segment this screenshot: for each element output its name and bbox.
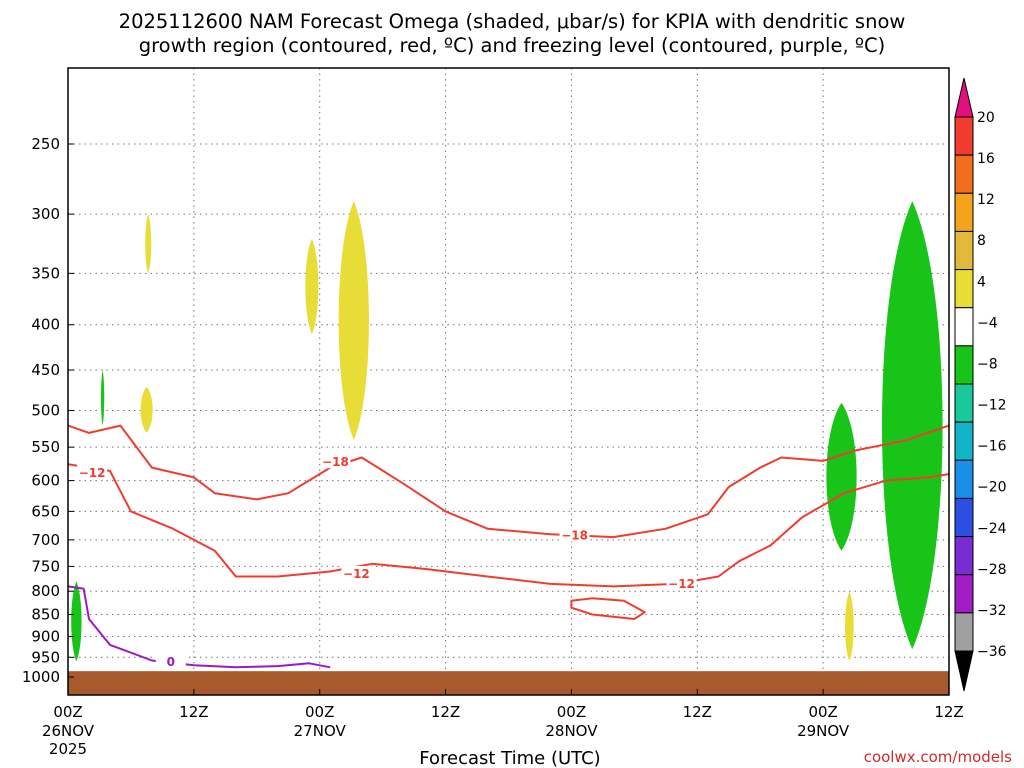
colorbar-label: 4 bbox=[977, 274, 986, 290]
colorbar-bin bbox=[954, 383, 974, 423]
colorbar-label: −4 bbox=[977, 315, 998, 331]
contour-label-bg bbox=[77, 464, 108, 479]
colorbar-label: 16 bbox=[977, 151, 995, 167]
y-tick-label: 300 bbox=[31, 205, 60, 223]
contour-label-bg bbox=[341, 566, 372, 581]
colorbar: 20 16 12 8 4 −4 −8 −12 −16 −20 −24 −28 −32 −36 bbox=[954, 77, 1007, 692]
terrain-rect bbox=[68, 671, 949, 695]
colorbar-cap-top bbox=[954, 77, 974, 118]
y-tick-label: 850 bbox=[31, 606, 60, 624]
omega-shade-region bbox=[882, 201, 943, 650]
y-tick-label: 600 bbox=[31, 472, 60, 490]
y-tick-label: 350 bbox=[31, 264, 60, 282]
colorbar-label: 20 bbox=[977, 110, 995, 126]
x-tick-label: 12Z bbox=[431, 703, 460, 721]
contour-line bbox=[570, 597, 646, 620]
colorbar-label: −28 bbox=[977, 562, 1007, 578]
colorbar-label: −20 bbox=[977, 480, 1007, 496]
contour-labels: −18 −18 −12 −12 −12 0 bbox=[77, 454, 697, 669]
y-tick-label: 900 bbox=[31, 627, 60, 645]
omega-shade-region bbox=[845, 591, 854, 662]
contour-label: −18 bbox=[322, 455, 349, 469]
colorbar-label: −8 bbox=[977, 356, 998, 372]
omega-shade-region bbox=[140, 386, 153, 433]
contour-label-bg bbox=[155, 654, 186, 669]
colorbar-bin bbox=[954, 192, 974, 232]
colorbar-bin bbox=[954, 345, 974, 385]
omega-shade-region bbox=[100, 369, 105, 426]
colorbar-bin bbox=[954, 154, 974, 194]
contour-label-bg bbox=[559, 527, 590, 542]
title-line-2: growth region (contoured, red, ºC) and f… bbox=[139, 34, 886, 57]
contour-line bbox=[67, 463, 950, 588]
omega-shade-region bbox=[338, 201, 369, 441]
y-tick-label: 800 bbox=[31, 582, 60, 600]
omega-shading bbox=[71, 201, 943, 662]
colorbar-bin bbox=[954, 269, 974, 309]
terrain-fill bbox=[68, 671, 949, 695]
x-tick-label: 00Z bbox=[557, 703, 586, 721]
contour-line bbox=[67, 585, 331, 669]
y-tick-label: 450 bbox=[31, 361, 60, 379]
x-tick-label: 00Z bbox=[808, 703, 837, 721]
omega-shade-region bbox=[305, 238, 319, 335]
contour-label-bg bbox=[320, 454, 351, 469]
x-tick-year: 2025 bbox=[49, 740, 87, 758]
colorbar-label: −12 bbox=[977, 398, 1007, 414]
colorbar-label: 8 bbox=[977, 233, 986, 249]
omega-shade-region bbox=[145, 214, 152, 274]
omega-shade-region bbox=[71, 581, 82, 662]
y-tick-label: 500 bbox=[31, 402, 60, 420]
title-line-1: 2025112600 NAM Forecast Omega (shaded, μ… bbox=[119, 10, 906, 33]
gridlines bbox=[67, 68, 950, 695]
colorbar-bin bbox=[954, 612, 974, 652]
colorbar-bin bbox=[954, 421, 974, 461]
x-tick-date: 26NOV bbox=[42, 722, 95, 740]
x-tick-date: 27NOV bbox=[294, 722, 347, 740]
contour-label: −12 bbox=[343, 567, 370, 581]
colorbar-bin bbox=[954, 116, 974, 156]
omega-shade-region bbox=[826, 402, 857, 551]
y-tick-label: 400 bbox=[31, 316, 60, 334]
x-tick-date: 28NOV bbox=[545, 722, 598, 740]
contour-line bbox=[67, 424, 950, 539]
colorbar-bin bbox=[954, 574, 974, 614]
contour-label-bg bbox=[666, 575, 697, 590]
x-tick-label: 00Z bbox=[305, 703, 334, 721]
contour-label: −12 bbox=[668, 577, 695, 591]
colorbar-label: −24 bbox=[977, 521, 1007, 537]
colorbar-label: 12 bbox=[977, 192, 995, 208]
contour-label: −12 bbox=[79, 466, 106, 480]
y-tick-label: 750 bbox=[31, 557, 60, 575]
x-axis-label: Forecast Time (UTC) bbox=[419, 748, 600, 768]
credit-text: coolwx.com/models bbox=[864, 748, 1012, 766]
x-tick-label: 00Z bbox=[53, 703, 82, 721]
y-tick-label: 950 bbox=[31, 648, 60, 666]
colorbar-bin bbox=[954, 230, 974, 271]
y-tick-label: 1000 bbox=[22, 668, 60, 686]
contour-lines bbox=[67, 424, 950, 669]
colorbar-bin bbox=[954, 307, 974, 347]
colorbar-label: −36 bbox=[977, 644, 1007, 660]
colorbar-label: −32 bbox=[977, 603, 1007, 619]
plot-frame bbox=[67, 67, 950, 696]
y-axis-ticks: 250 300 350 400 450 500 550 600 650 700 750 800 850 9… bbox=[22, 135, 74, 686]
contour-label: −18 bbox=[561, 528, 588, 542]
x-tick-date: 29NOV bbox=[797, 722, 850, 740]
x-tick-label: 12Z bbox=[179, 703, 208, 721]
y-tick-label: 700 bbox=[31, 531, 60, 549]
colorbar-bin bbox=[954, 497, 974, 538]
colorbar-cap-bottom bbox=[954, 650, 974, 692]
colorbar-label: −16 bbox=[977, 439, 1007, 455]
y-tick-label: 550 bbox=[31, 438, 60, 456]
y-tick-label: 650 bbox=[31, 502, 60, 520]
colorbar-bin bbox=[954, 536, 974, 576]
x-tick-label: 12Z bbox=[683, 703, 712, 721]
colorbar-bin bbox=[954, 459, 974, 499]
x-tick-label: 12Z bbox=[934, 703, 963, 721]
contour-label: 0 bbox=[167, 655, 175, 669]
y-tick-label: 250 bbox=[31, 135, 60, 153]
